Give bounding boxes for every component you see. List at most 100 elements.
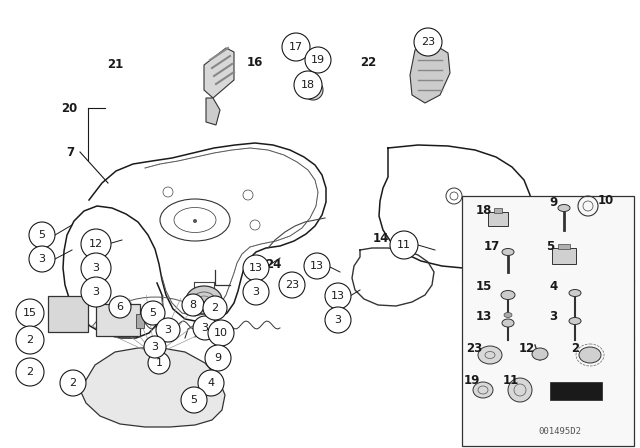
Text: 7: 7 — [66, 146, 74, 159]
Ellipse shape — [569, 318, 581, 324]
Text: 3: 3 — [93, 263, 99, 273]
Text: 3: 3 — [335, 315, 342, 325]
Circle shape — [16, 358, 44, 386]
Circle shape — [29, 246, 55, 272]
Text: 12: 12 — [89, 239, 103, 249]
Text: 23: 23 — [285, 280, 299, 290]
Bar — [462, 196, 634, 446]
Text: 20: 20 — [61, 102, 77, 115]
Circle shape — [203, 296, 227, 320]
Text: 13: 13 — [476, 310, 492, 323]
Ellipse shape — [558, 204, 570, 211]
Circle shape — [156, 318, 180, 342]
Text: 19: 19 — [464, 375, 481, 388]
Circle shape — [294, 71, 322, 99]
Circle shape — [81, 229, 111, 259]
Circle shape — [109, 296, 131, 318]
Text: 5: 5 — [150, 308, 157, 318]
Circle shape — [148, 352, 170, 374]
Polygon shape — [204, 48, 234, 98]
Text: 15: 15 — [476, 280, 492, 293]
Circle shape — [303, 80, 323, 100]
Ellipse shape — [502, 319, 514, 327]
Circle shape — [29, 222, 55, 248]
Circle shape — [141, 301, 165, 325]
Text: 23: 23 — [421, 37, 435, 47]
Text: 17: 17 — [289, 42, 303, 52]
Text: 19: 19 — [311, 55, 325, 65]
Text: 14: 14 — [373, 232, 389, 245]
Text: 3: 3 — [549, 310, 557, 323]
Text: 10: 10 — [598, 194, 614, 207]
Circle shape — [325, 283, 351, 309]
Text: 10: 10 — [214, 328, 228, 338]
Text: 2: 2 — [26, 367, 33, 377]
Bar — [550, 382, 602, 400]
Text: 13: 13 — [249, 263, 263, 273]
Bar — [96, 304, 140, 336]
Ellipse shape — [478, 346, 502, 364]
Text: 3: 3 — [93, 287, 99, 297]
Polygon shape — [206, 98, 220, 125]
Text: 9: 9 — [549, 197, 557, 210]
Circle shape — [181, 387, 207, 413]
Text: 1: 1 — [156, 358, 163, 368]
Ellipse shape — [502, 249, 514, 255]
Text: 22: 22 — [360, 56, 376, 69]
Text: 4: 4 — [549, 280, 557, 293]
Ellipse shape — [473, 382, 493, 398]
Circle shape — [81, 277, 111, 307]
Text: 3: 3 — [253, 287, 259, 297]
Circle shape — [508, 378, 532, 402]
Text: 8: 8 — [189, 300, 196, 310]
Text: 6: 6 — [116, 302, 124, 312]
Circle shape — [325, 307, 351, 333]
Text: 18: 18 — [301, 80, 315, 90]
Text: 21: 21 — [107, 59, 124, 72]
Circle shape — [193, 219, 197, 223]
Bar — [136, 314, 144, 328]
Text: 11: 11 — [397, 240, 411, 250]
Circle shape — [182, 294, 204, 316]
Text: 3: 3 — [152, 342, 159, 352]
Text: 4: 4 — [207, 378, 214, 388]
Circle shape — [414, 28, 442, 56]
Circle shape — [390, 231, 418, 259]
Text: 9: 9 — [214, 353, 221, 363]
Text: 13: 13 — [310, 261, 324, 271]
Circle shape — [305, 47, 331, 73]
Circle shape — [243, 255, 269, 281]
Text: 16: 16 — [247, 56, 264, 69]
Bar — [48, 296, 88, 332]
Text: 2: 2 — [26, 335, 33, 345]
Circle shape — [81, 253, 111, 283]
Text: 23: 23 — [466, 341, 483, 354]
Ellipse shape — [569, 289, 581, 297]
Circle shape — [60, 370, 86, 396]
Text: 2: 2 — [69, 378, 77, 388]
Text: 17: 17 — [484, 240, 500, 253]
Circle shape — [279, 272, 305, 298]
Bar — [552, 248, 576, 264]
Bar — [558, 244, 570, 249]
Bar — [488, 212, 508, 226]
Polygon shape — [410, 45, 450, 103]
Circle shape — [205, 345, 231, 371]
Circle shape — [208, 320, 234, 346]
Circle shape — [193, 316, 217, 340]
Ellipse shape — [532, 348, 548, 360]
Text: 3: 3 — [38, 254, 45, 264]
Text: 12: 12 — [519, 341, 535, 354]
Ellipse shape — [579, 347, 601, 363]
Text: 5: 5 — [38, 230, 45, 240]
Text: 18: 18 — [476, 203, 492, 216]
Circle shape — [16, 326, 44, 354]
Circle shape — [282, 33, 310, 61]
Text: 5: 5 — [191, 395, 198, 405]
Circle shape — [144, 336, 166, 358]
Circle shape — [198, 370, 224, 396]
Text: 2: 2 — [211, 303, 219, 313]
Text: 2: 2 — [571, 341, 579, 354]
Circle shape — [243, 279, 269, 305]
Text: 15: 15 — [23, 308, 37, 318]
